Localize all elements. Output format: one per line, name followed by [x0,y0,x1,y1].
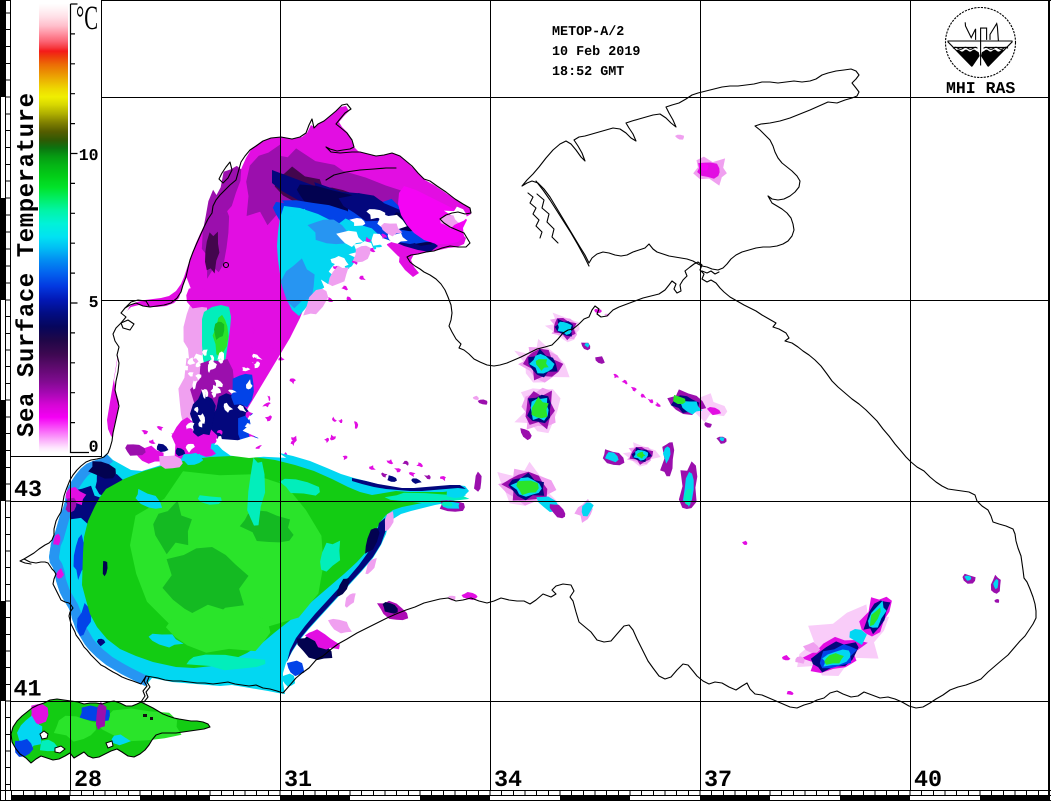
svg-text:10: 10 [79,146,99,165]
svg-text:37: 37 [704,768,732,794]
svg-text:31: 31 [284,768,312,794]
svg-text:MHI RAS: MHI RAS [946,79,1015,98]
svg-text:28: 28 [74,768,102,794]
svg-text:10 Feb 2019: 10 Feb 2019 [552,45,640,60]
svg-text:40: 40 [914,768,942,794]
svg-text:0: 0 [89,438,99,457]
svg-text:5: 5 [89,293,99,312]
svg-text:METOP-A/2: METOP-A/2 [552,25,624,40]
svg-text:41: 41 [14,678,42,704]
svg-text:43: 43 [14,478,42,504]
svg-text:°C: °C [76,0,98,37]
svg-text:Sea Surface Temperature: Sea Surface Temperature [14,93,41,437]
svg-text:18:52 GMT: 18:52 GMT [552,65,624,80]
svg-text:34: 34 [494,768,522,794]
